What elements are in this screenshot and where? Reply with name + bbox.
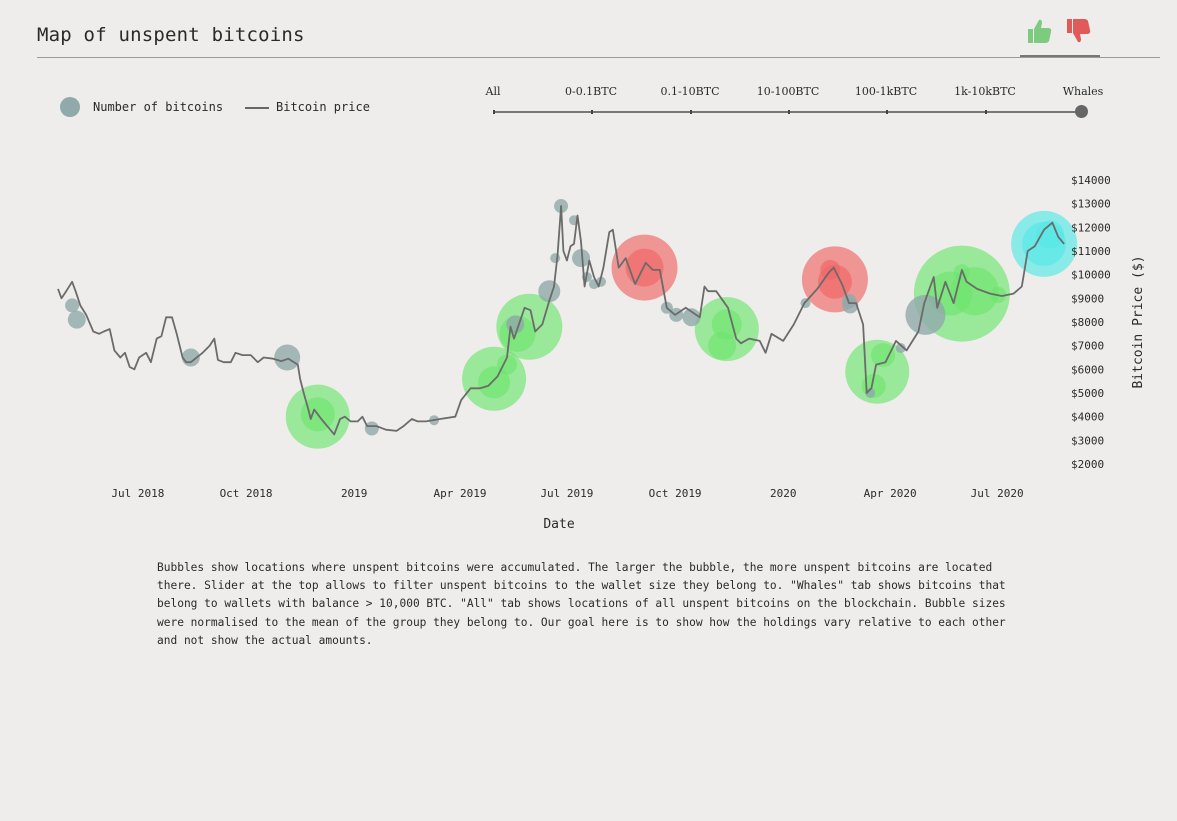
x-tick-label: Jul 2019 xyxy=(540,487,593,500)
price-line-layer xyxy=(57,205,1065,436)
slider-tick xyxy=(985,110,987,114)
bubble-accumulate[interactable] xyxy=(871,343,896,368)
y-axis-ticks: $2000 $3000 $4000 $5000 $6000 $7000 $8000 $9000… xyxy=(1071,174,1111,471)
slider-option-100-1kbtc[interactable]: 100-1kBTC xyxy=(854,85,918,98)
chart-description: Bubbles show locations where unspent bit… xyxy=(157,561,1006,647)
bubble-neutral[interactable] xyxy=(67,310,86,329)
y-tick-label: $8000 xyxy=(1071,316,1104,329)
y-tick-label: $11000 xyxy=(1071,245,1111,258)
x-tick-label: Apr 2019 xyxy=(433,487,486,500)
slider-tick xyxy=(886,110,888,114)
bubble-swatch-icon xyxy=(60,97,80,117)
line-swatch-icon xyxy=(245,107,269,109)
bubble-current[interactable] xyxy=(1036,220,1065,249)
slider-tick xyxy=(493,110,495,114)
slider-option-whales[interactable]: Whales xyxy=(1062,85,1104,98)
x-tick-label: Oct 2018 xyxy=(220,487,273,500)
slider-tick xyxy=(591,110,593,114)
x-tick-label: Jul 2020 xyxy=(971,487,1024,500)
thumbs-up-icon[interactable] xyxy=(1025,16,1055,46)
bubble-layer xyxy=(65,199,1078,449)
x-tick-label: 2020 xyxy=(770,487,797,500)
y-tick-label: $5000 xyxy=(1071,387,1104,400)
y-axis-title: Bitcoin Price ($) xyxy=(1131,255,1146,388)
slider-track[interactable] xyxy=(493,111,1082,113)
bubble-neutral[interactable] xyxy=(572,249,591,268)
x-axis-ticks: Jul 2018 Oct 2018 2019 Apr 2019 Jul 2019 Oct … xyxy=(111,487,1023,500)
x-tick-label: 2019 xyxy=(341,487,368,500)
slider-option-1k-10kbtc[interactable]: 1k-10kBTC xyxy=(954,85,1016,98)
slider-option-all[interactable]: All xyxy=(485,85,501,98)
bubble-accumulate[interactable] xyxy=(708,331,737,360)
legend-bubble-label: Number of bitcoins xyxy=(93,100,224,114)
y-tick-label: $10000 xyxy=(1071,269,1111,282)
y-tick-label: $6000 xyxy=(1071,363,1104,376)
bubble-neutral[interactable] xyxy=(274,344,301,371)
bubble-neutral[interactable] xyxy=(865,388,876,398)
y-tick-label: $2000 xyxy=(1071,458,1104,471)
slider-tick xyxy=(690,110,692,114)
slider-tick xyxy=(788,110,790,114)
bubble-accumulate[interactable] xyxy=(478,366,511,399)
legend-line-label: Bitcoin price xyxy=(276,100,370,114)
price-line xyxy=(57,205,1065,436)
slider-option-0-0.1btc[interactable]: 0-0.1BTC xyxy=(564,85,618,98)
x-tick-label: Apr 2020 xyxy=(864,487,917,500)
y-tick-label: $14000 xyxy=(1071,174,1111,187)
slider-handle[interactable] xyxy=(1075,105,1088,118)
x-axis-title: Date xyxy=(543,517,574,532)
vote-underline xyxy=(1020,55,1100,57)
x-tick-label: Oct 2019 xyxy=(649,487,702,500)
y-tick-label: $9000 xyxy=(1071,292,1104,305)
title-divider xyxy=(37,57,1160,58)
bubble-neutral[interactable] xyxy=(905,294,946,335)
slider-option-0.1-10btc[interactable]: 0.1-10BTC xyxy=(660,85,720,98)
x-tick-label: Jul 2018 xyxy=(111,487,164,500)
y-tick-label: $12000 xyxy=(1071,221,1111,234)
page-title: Map of unspent bitcoins xyxy=(37,24,305,46)
thumbs-down-icon[interactable] xyxy=(1064,16,1094,46)
bubble-neutral[interactable] xyxy=(682,308,701,327)
bubble-neutral[interactable] xyxy=(65,298,80,313)
y-tick-label: $7000 xyxy=(1071,340,1104,353)
bubble-neutral[interactable] xyxy=(895,343,906,354)
bubble-neutral[interactable] xyxy=(550,253,561,264)
bubble-neutral[interactable] xyxy=(364,421,379,436)
y-tick-label: $3000 xyxy=(1071,434,1104,447)
slider-option-10-100btc[interactable]: 10-100BTC xyxy=(756,85,820,98)
y-tick-label: $4000 xyxy=(1071,411,1104,424)
bubble-distribute[interactable] xyxy=(625,248,664,287)
y-tick-label: $13000 xyxy=(1071,198,1111,211)
bubble-accumulate[interactable] xyxy=(496,354,517,375)
